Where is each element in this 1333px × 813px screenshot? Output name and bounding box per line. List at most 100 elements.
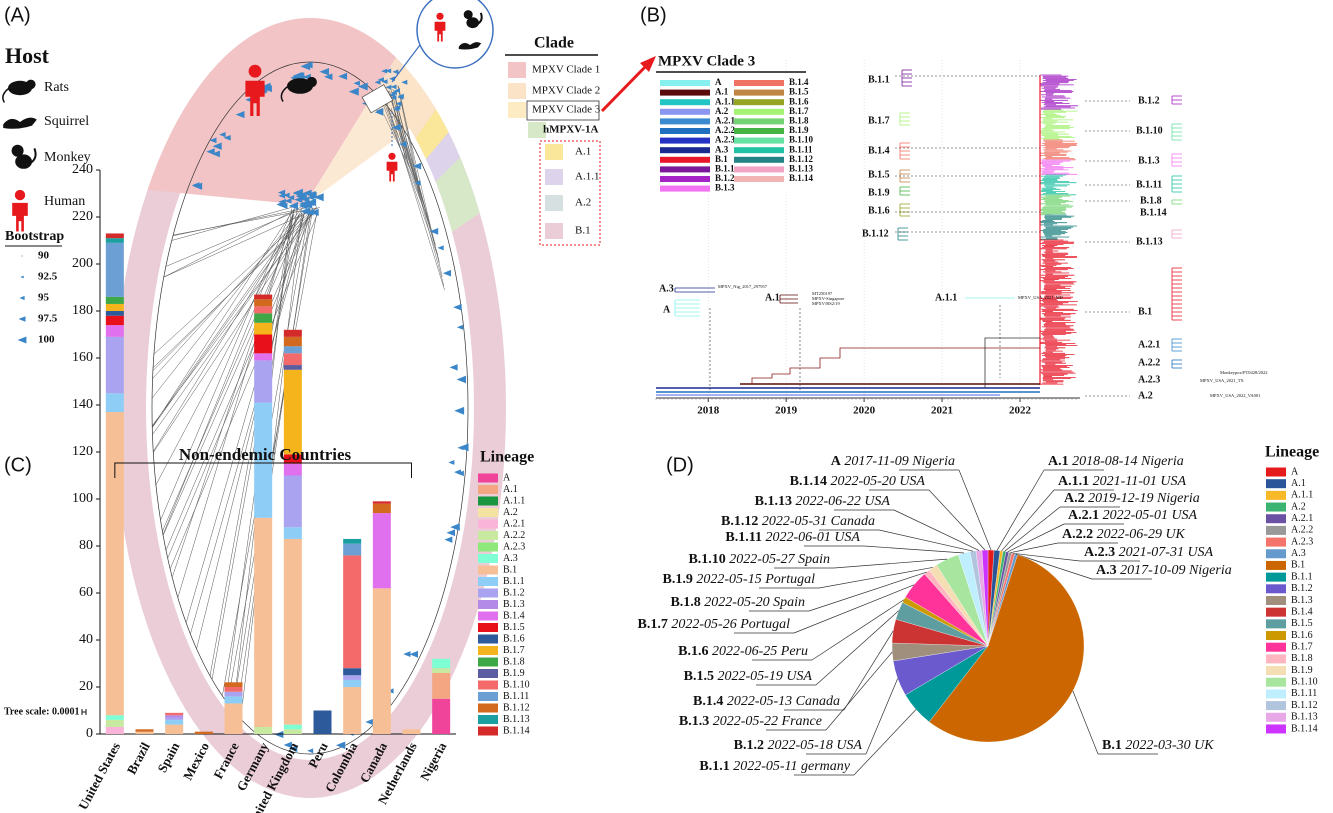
slice-detail: 2022-05-11 germany	[733, 759, 851, 774]
bar-segment	[402, 729, 421, 734]
legend-swatch	[1266, 712, 1286, 722]
legend-label: Monkey	[44, 150, 91, 165]
legend-swatch	[660, 137, 710, 144]
legend-label: 97.5	[38, 313, 58, 325]
legend-label: A.1	[715, 87, 729, 97]
bootstrap-marker	[397, 93, 404, 99]
bar-segment	[105, 311, 124, 316]
bootstrap-marker	[456, 375, 467, 384]
slice-label: B.1.2 2022-05-18 USA	[734, 738, 863, 753]
legend-label: A	[503, 472, 511, 483]
clade-label: B.1.12	[862, 228, 889, 239]
leader-line	[1007, 523, 1065, 553]
legend-label: B.1.13	[1291, 712, 1318, 723]
monkey-icon	[463, 10, 473, 20]
bootstrap-marker	[385, 84, 392, 90]
legend-swatch	[734, 137, 784, 144]
legend-swatch	[1266, 642, 1286, 652]
legend-label: A.2.2	[1291, 525, 1313, 536]
slice-name: A.3	[1096, 563, 1117, 578]
legend-label: B.1.10	[503, 679, 530, 690]
rat-icon	[306, 76, 317, 88]
bar-segment	[283, 729, 302, 734]
legend-swatch	[734, 166, 784, 173]
legend-label: A.2.2	[503, 530, 525, 541]
legend-swatch	[1266, 560, 1286, 570]
legend-label: B.1.13	[789, 163, 814, 173]
slice-name: B.1.5	[684, 669, 714, 684]
slice-name: B.1.13	[755, 494, 792, 509]
slice-label: B.1.13 2022-06-22 USA	[755, 494, 891, 509]
host-icon	[26, 79, 36, 90]
y-tick-label: 20	[79, 679, 93, 694]
legend-title: Lineage	[1265, 444, 1319, 461]
clade-label: A.3	[659, 283, 674, 294]
host-icon	[30, 148, 37, 164]
legend-label: B.1	[715, 154, 728, 164]
clade-label: B.1.4	[868, 145, 890, 156]
legend-swatch	[545, 144, 563, 160]
tree-branch	[160, 214, 291, 521]
bar-segment	[372, 513, 391, 589]
bootstrap-marker	[297, 192, 306, 200]
tree-branch	[390, 100, 428, 215]
bar-segment	[105, 233, 124, 239]
annotation: Non-endemic Countries	[179, 445, 352, 464]
legend-swatch	[1266, 537, 1286, 547]
legend-label: B.1.9	[1291, 665, 1313, 676]
slice-name: A.2.2	[1062, 527, 1093, 542]
legend-swatch	[1266, 467, 1286, 477]
bootstrap-marker	[458, 443, 469, 452]
clade-label: B.1.11	[1136, 179, 1162, 190]
legend-label: B.1.11	[1291, 688, 1317, 699]
y-tick-label: 140	[72, 397, 93, 412]
bar-segment	[105, 393, 124, 413]
bootstrap-marker	[191, 182, 200, 189]
bootstrap-key	[20, 275, 24, 279]
legend-label: A.1.1	[715, 96, 735, 106]
legend-swatch	[734, 108, 784, 115]
slice-name: B.1	[1102, 738, 1122, 753]
tree-branch	[152, 210, 307, 428]
bar-segment	[165, 724, 184, 734]
bar-segment	[343, 543, 362, 556]
legend-swatch	[1266, 654, 1286, 664]
slice-name: A	[831, 454, 842, 469]
legend-label: A.2	[1291, 501, 1306, 512]
leader-line	[815, 610, 899, 686]
slice-name: A.2.1	[1068, 508, 1099, 523]
bar-segment	[254, 322, 273, 335]
y-tick-label: 160	[72, 350, 93, 365]
legend-swatch	[478, 588, 498, 598]
legend-label: B.1.2	[715, 173, 735, 183]
tip-label: MPXV_USA_2021_TX	[1200, 378, 1245, 383]
legend-swatch	[478, 669, 498, 678]
bootstrap-key	[21, 255, 23, 257]
bootstrap-marker	[394, 105, 401, 110]
bar-segment	[165, 717, 184, 720]
legend-label: B.1.8	[503, 656, 525, 667]
legend-swatch	[660, 108, 710, 115]
clade-label: A.2	[1138, 390, 1153, 401]
bar-segment	[105, 315, 124, 326]
bootstrap-marker	[456, 470, 464, 477]
slice-label: B.1.10 2022-05-27 Spain	[688, 552, 830, 567]
legend-swatch	[734, 128, 784, 134]
clade-label: B.1.1	[868, 74, 890, 85]
bootstrap-marker	[338, 72, 348, 80]
bootstrap-marker	[293, 188, 303, 197]
slice-label: B.1 2022-03-30 UK	[1102, 738, 1214, 753]
monkey-icon	[466, 17, 480, 29]
host-icon	[15, 154, 32, 169]
legend-swatch	[478, 496, 498, 506]
bar-segment	[254, 306, 273, 314]
legend-swatch	[478, 600, 498, 609]
legend-label: MPXV Clade 2	[532, 85, 600, 97]
tree-branch	[151, 209, 302, 399]
slice-name: B.1.11	[725, 530, 762, 545]
leader-line	[863, 545, 965, 554]
legend-swatch	[1266, 701, 1286, 711]
human-icon	[248, 64, 262, 78]
bootstrap-marker	[353, 80, 360, 86]
slice-name: B.1.9	[663, 572, 693, 587]
